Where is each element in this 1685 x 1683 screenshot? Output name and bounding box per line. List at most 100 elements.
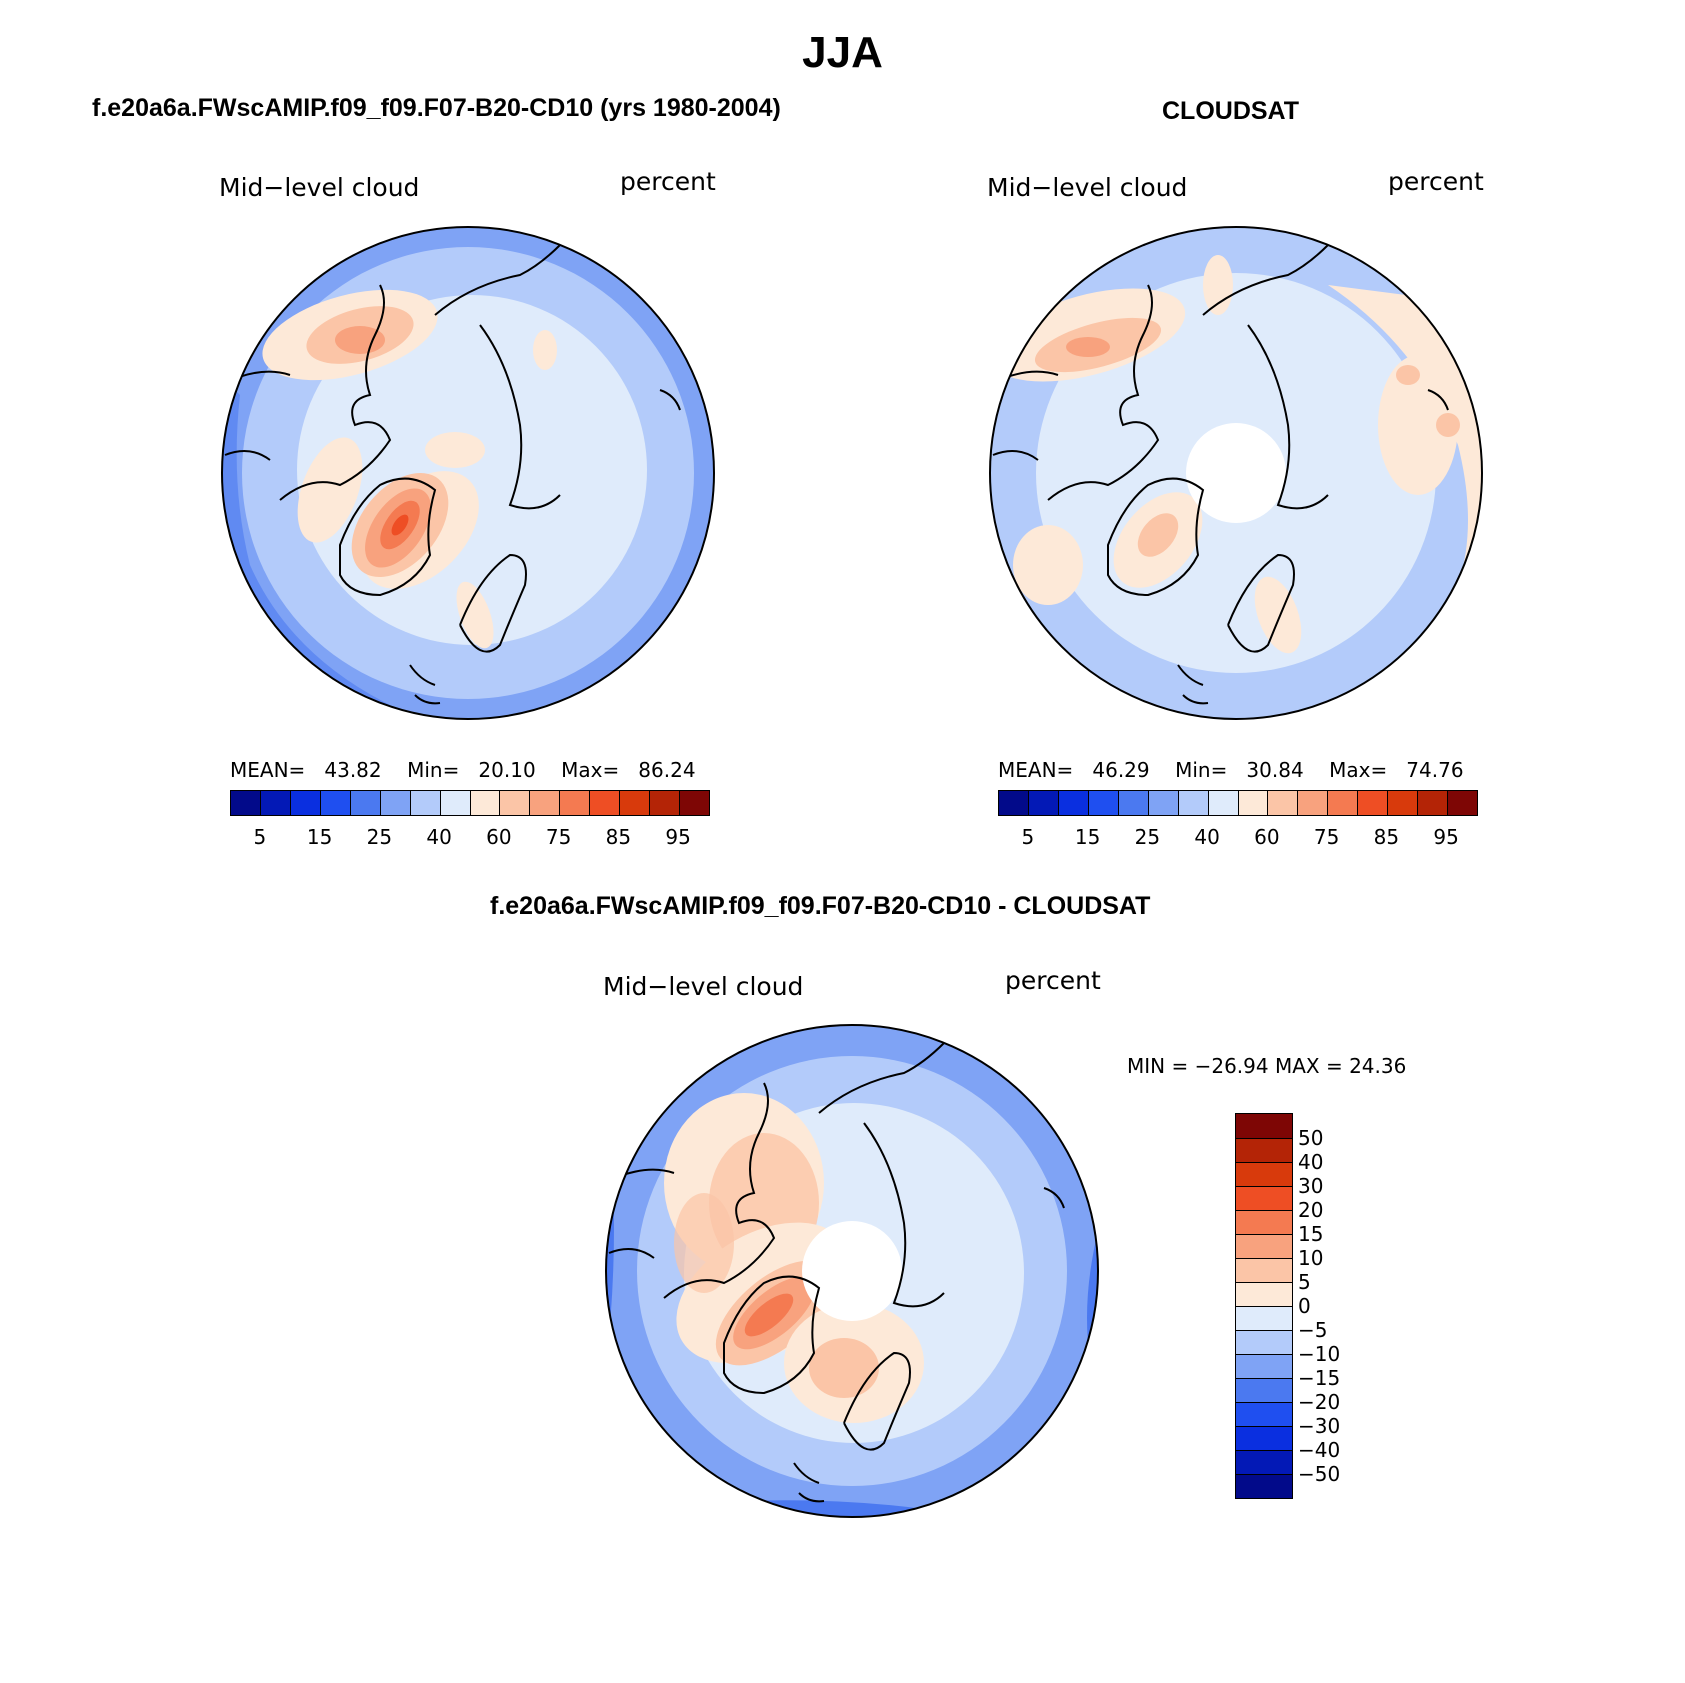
colorbar-swatch [350, 791, 381, 815]
colorbar-swatch [231, 791, 261, 815]
colorbar-swatch [1236, 1138, 1292, 1162]
colorbar-swatch [290, 791, 321, 815]
colorbar-tick-label: 20 [1298, 1198, 1324, 1222]
model-polar-map [221, 226, 715, 720]
colorbar-tick-label: 75 [545, 825, 572, 849]
colorbar-tick-label: −40 [1298, 1438, 1341, 1462]
colorbar-swatch [1418, 791, 1449, 815]
colorbar-tick-label: 10 [1298, 1246, 1324, 1270]
colorbar-tick-label: −10 [1298, 1342, 1341, 1366]
diff-colorbar [1235, 1113, 1293, 1499]
colorbar-swatch [1088, 791, 1119, 815]
obs-stats: MEAN= 46.29 Min= 30.84 Max= 74.76 [998, 758, 1464, 782]
diff-colorbar-ticks: −50 −40 −30 −20 −15 −10 −5 0 5 10 15 20 30 40 50 [1298, 1113, 1378, 1507]
colorbar-swatch [500, 791, 531, 815]
obs-polar-map [989, 226, 1483, 720]
colorbar-tick-label: 95 [665, 825, 691, 849]
colorbar-swatch [1236, 1186, 1292, 1210]
model-units-label: percent [620, 167, 716, 196]
obs-colorbar-ticks: 5 15 25 40 60 75 85 95 [998, 825, 1476, 851]
colorbar-tick-label: 15 [1298, 1222, 1324, 1246]
colorbar-tick-label: 40 [426, 825, 452, 849]
colorbar-tick-label: 30 [1298, 1174, 1324, 1198]
colorbar-tick-label: 75 [1313, 825, 1340, 849]
colorbar-swatch [650, 791, 681, 815]
colorbar-swatch [1058, 791, 1089, 815]
model-colorbar [230, 790, 710, 816]
colorbar-tick-label: −30 [1298, 1414, 1341, 1438]
colorbar-swatch [1236, 1474, 1292, 1498]
model-stats: MEAN= 43.82 Min= 20.10 Max= 86.24 [230, 758, 696, 782]
colorbar-tick-label: −5 [1298, 1318, 1328, 1342]
colorbar-swatch [1298, 791, 1329, 815]
colorbar-swatch [1236, 1258, 1292, 1282]
colorbar-swatch [1238, 791, 1269, 815]
obs-panel-header: CLOUDSAT [1162, 97, 1300, 125]
colorbar-swatch [1358, 791, 1389, 815]
model-mean-label: MEAN= [230, 758, 306, 782]
colorbar-tick-label: 0 [1298, 1294, 1311, 1318]
obs-mean-label: MEAN= [998, 758, 1074, 782]
obs-units-label: percent [1388, 167, 1484, 196]
model-colorbar-ticks: 5 15 25 40 60 75 85 95 [230, 825, 708, 851]
colorbar-tick-label: 60 [486, 825, 512, 849]
figure-title: JJA [802, 28, 883, 77]
model-variable-label: Mid−level cloud [219, 173, 420, 202]
model-panel-header: f.e20a6a.FWscAMIP.f09_f09.F07-B20-CD10 (… [92, 94, 781, 122]
model-max-label: Max= [561, 758, 620, 782]
obs-min-label: Min= [1175, 758, 1228, 782]
colorbar-swatch [1236, 1450, 1292, 1474]
colorbar-swatch [470, 791, 501, 815]
colorbar-tick-label: 15 [306, 825, 333, 849]
colorbar-swatch [1236, 1234, 1292, 1258]
colorbar-tick-label: 25 [366, 825, 393, 849]
colorbar-swatch [680, 791, 709, 815]
colorbar-tick-label: 85 [605, 825, 632, 849]
model-mean-value: 43.82 [324, 758, 382, 782]
colorbar-swatch [999, 791, 1029, 815]
obs-mean-value: 46.29 [1092, 758, 1150, 782]
colorbar-swatch [1118, 791, 1149, 815]
colorbar-tick-label: 15 [1074, 825, 1101, 849]
colorbar-swatch [1236, 1114, 1292, 1138]
colorbar-swatch [1028, 791, 1059, 815]
colorbar-swatch [1268, 791, 1299, 815]
model-min-label: Min= [407, 758, 460, 782]
colorbar-tick-label: 5 [1021, 825, 1035, 849]
colorbar-swatch [1448, 791, 1477, 815]
colorbar-swatch [1236, 1306, 1292, 1330]
colorbar-tick-label: 40 [1298, 1150, 1324, 1174]
colorbar-tick-label: 40 [1194, 825, 1220, 849]
colorbar-swatch [1328, 791, 1359, 815]
colorbar-swatch [1236, 1354, 1292, 1378]
obs-max-label: Max= [1329, 758, 1388, 782]
colorbar-swatch [530, 791, 561, 815]
colorbar-tick-label: 85 [1373, 825, 1400, 849]
obs-colorbar [998, 790, 1478, 816]
colorbar-swatch [1236, 1378, 1292, 1402]
colorbar-tick-label: 50 [1298, 1126, 1324, 1150]
colorbar-swatch [1388, 791, 1419, 815]
obs-variable-label: Mid−level cloud [987, 173, 1188, 202]
colorbar-swatch [1236, 1162, 1292, 1186]
model-max-value: 86.24 [638, 758, 696, 782]
colorbar-tick-label: 95 [1433, 825, 1459, 849]
colorbar-swatch [1208, 791, 1239, 815]
colorbar-swatch [1148, 791, 1179, 815]
colorbar-tick-label: −50 [1298, 1462, 1341, 1486]
colorbar-swatch [1178, 791, 1209, 815]
colorbar-tick-label: 25 [1134, 825, 1161, 849]
diff-variable-label: Mid−level cloud [603, 972, 804, 1001]
colorbar-tick-label: 5 [253, 825, 267, 849]
colorbar-swatch [260, 791, 291, 815]
colorbar-swatch [560, 791, 591, 815]
colorbar-tick-label: 60 [1254, 825, 1280, 849]
colorbar-swatch [440, 791, 471, 815]
colorbar-swatch [1236, 1210, 1292, 1234]
colorbar-swatch [1236, 1282, 1292, 1306]
obs-min-value: 30.84 [1246, 758, 1304, 782]
diff-units-label: percent [1005, 966, 1101, 995]
colorbar-swatch [1236, 1402, 1292, 1426]
colorbar-swatch [590, 791, 621, 815]
colorbar-swatch [380, 791, 411, 815]
